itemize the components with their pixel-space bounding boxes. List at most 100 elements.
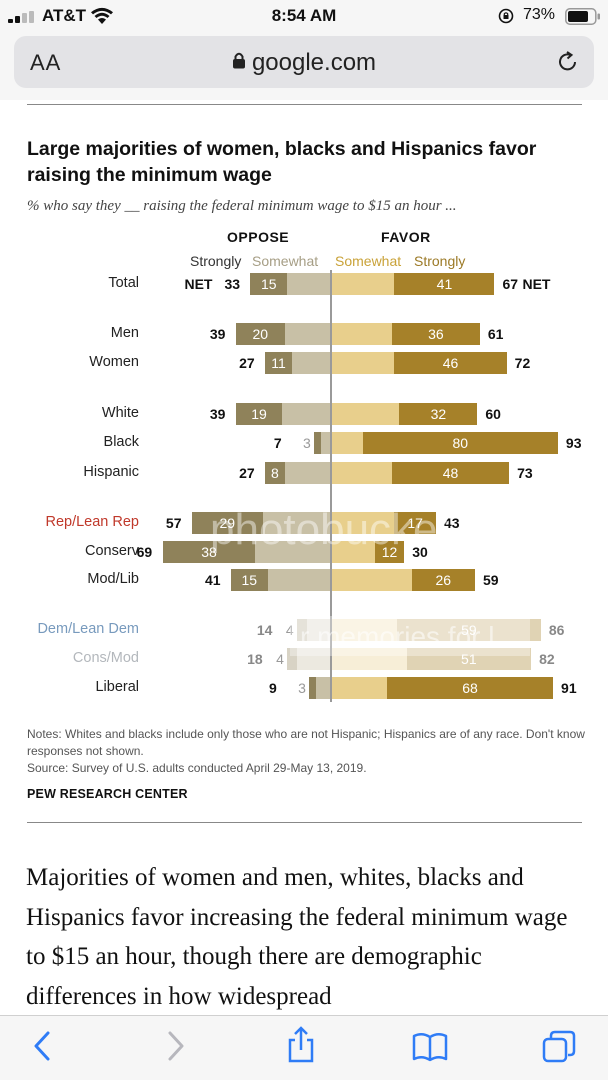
bar-oppose-strongly [287, 648, 297, 670]
bar-favor-strongly [387, 677, 554, 699]
bar-favor-strongly [374, 541, 405, 563]
value-favor-strongly: 59 [461, 622, 477, 638]
bar-favor-strongly [399, 403, 478, 425]
value-favor-net: 72 [514, 355, 531, 371]
notes-text: Notes: Whites and blacks include only th… [27, 727, 585, 758]
value-favor-strongly: 80 [452, 435, 469, 451]
row-label: Black [103, 434, 139, 450]
bar-favor-somewhat [331, 648, 407, 670]
bar-oppose-somewhat [291, 352, 331, 374]
value-oppose-net: 57 [165, 515, 182, 531]
value-oppose-strongly: 19 [251, 406, 267, 422]
net-prefix-label: NET [184, 276, 213, 292]
row-label: Cons/Mod [72, 650, 139, 666]
legend-strongly-favor: Strongly [414, 253, 466, 269]
bar-oppose-strongly [235, 323, 285, 345]
bar-oppose-somewhat [316, 677, 331, 699]
row-label: Liberal [95, 679, 139, 695]
share-icon[interactable] [286, 1026, 316, 1064]
chart-center-axis [330, 270, 332, 702]
bar-oppose-somewhat [287, 273, 331, 295]
forward-icon[interactable] [165, 1030, 187, 1062]
value-favor-net: 91 [561, 680, 577, 696]
value-oppose-strongly: 20 [252, 326, 269, 342]
bar-favor-strongly [392, 462, 510, 484]
value-oppose-strongly: 15 [260, 276, 277, 292]
value-favor-net: 93 [565, 435, 582, 451]
value-favor-net: 67 [502, 276, 519, 292]
bar-favor-strongly [362, 432, 558, 454]
value-oppose-net: 7 [273, 435, 282, 451]
value-favor-strongly: 41 [436, 276, 453, 292]
value-favor-net: 30 [412, 544, 428, 560]
clock: 8:54 AM [271, 6, 337, 25]
bar-oppose-somewhat [255, 541, 331, 563]
bar-oppose-strongly [309, 677, 317, 699]
bar-oppose-somewhat [296, 648, 331, 670]
value-favor-strongly: 32 [430, 406, 447, 422]
bar-oppose-strongly [162, 541, 256, 563]
favor-header: FAVOR [381, 229, 431, 245]
bar-favor-somewhat [331, 352, 395, 374]
bar-favor-somewhat [331, 462, 392, 484]
value-oppose-strongly: 3 [298, 680, 306, 696]
value-oppose-net: 39 [209, 326, 226, 342]
bar-oppose-strongly [265, 352, 292, 374]
bar-oppose-strongly [250, 273, 288, 295]
address-bar[interactable]: AA google.com [14, 36, 594, 88]
battery-percent: 73% [523, 6, 556, 23]
bar-favor-somewhat [331, 432, 363, 454]
value-oppose-strongly: 11 [271, 355, 286, 371]
row-label: White [101, 405, 139, 421]
padlock-icon [232, 52, 245, 69]
article-paragraph: Majorities of women and men, whites, bla… [26, 864, 568, 1010]
value-favor-net: 73 [517, 465, 533, 481]
reload-icon[interactable] [556, 50, 580, 74]
value-oppose-net: 69 [136, 544, 153, 560]
bar-oppose-strongly [235, 403, 283, 425]
bar-favor-strongly [394, 512, 436, 534]
rotation-lock-icon [498, 8, 514, 24]
value-favor-strongly: 46 [442, 355, 459, 371]
value-favor-net: 60 [485, 406, 501, 422]
value-favor-strongly: 36 [428, 326, 444, 342]
back-icon[interactable] [32, 1030, 54, 1062]
bookmarks-icon[interactable] [412, 1032, 448, 1062]
row-label: Rep/Lean Rep [45, 514, 139, 530]
bar-favor-somewhat [331, 323, 392, 345]
bar-oppose-somewhat [284, 462, 331, 484]
oppose-header: OPPOSE [227, 229, 290, 245]
value-oppose-strongly: 15 [241, 572, 258, 588]
value-oppose-strongly: 3 [303, 435, 311, 451]
value-favor-strongly: 12 [381, 544, 398, 560]
value-oppose-net: 9 [269, 680, 277, 696]
bar-oppose-strongly [313, 432, 322, 454]
value-oppose-net: 39 [209, 406, 226, 422]
legend-somewhat-favor: Somewhat [335, 253, 402, 269]
value-favor-strongly: 68 [462, 680, 478, 696]
bar-oppose-somewhat [306, 619, 331, 641]
status-bar: AT&T 8:54 AM 73% [0, 0, 608, 32]
bar-oppose-strongly [296, 619, 307, 641]
value-oppose-net: 14 [256, 622, 273, 638]
cellular-signal-icon [8, 11, 34, 23]
bar-favor-somewhat [331, 403, 400, 425]
wifi-icon [91, 7, 113, 24]
bar-favor-strongly [396, 619, 541, 641]
text-size-button[interactable]: AA [30, 50, 62, 75]
bottom-divider [27, 822, 582, 823]
legend-somewhat-oppose: Somewhat [252, 253, 319, 269]
value-favor-strongly: 26 [435, 572, 452, 588]
value-oppose-strongly: 4 [285, 622, 294, 638]
pew-brand: PEW RESEARCH CENTER [27, 787, 188, 801]
tabs-icon[interactable] [542, 1030, 576, 1064]
bar-oppose-strongly [265, 462, 285, 484]
url-text[interactable]: google.com [251, 49, 377, 76]
legend-strongly-oppose: Strongly [190, 253, 242, 269]
battery-icon [565, 8, 600, 25]
net-suffix-label: NET [522, 276, 551, 292]
bar-oppose-somewhat [282, 403, 331, 425]
bar-favor-somewhat [331, 677, 388, 699]
bar-favor-somewhat [331, 512, 395, 534]
row-label: Women [89, 354, 139, 370]
